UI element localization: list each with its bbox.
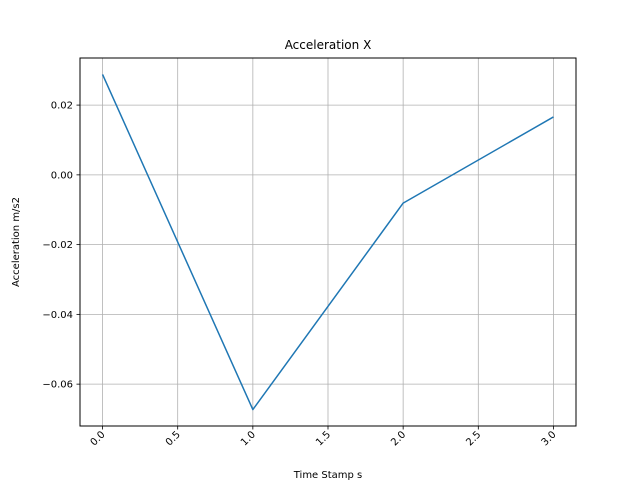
y-tick-label: −0.04 xyxy=(42,310,73,321)
x-tick-label: 0.5 xyxy=(164,429,183,448)
y-axis-label: Acceleration m/s2 xyxy=(11,197,22,287)
x-tick-label: 1.5 xyxy=(314,429,333,448)
x-axis-label: Time Stamp s xyxy=(293,470,363,480)
y-tick-label: 0.00 xyxy=(51,170,73,181)
y-tick-label: −0.02 xyxy=(42,240,73,251)
x-tick-label: 3.0 xyxy=(540,429,559,448)
series-line xyxy=(101,74,554,411)
y-tick-label: −0.06 xyxy=(42,380,73,391)
grid xyxy=(80,58,576,426)
x-tick-label: 0.0 xyxy=(89,429,108,448)
x-tick-label: 2.5 xyxy=(464,429,483,448)
y-tick-label: 0.02 xyxy=(51,101,73,112)
x-tick-label: 2.0 xyxy=(389,429,408,448)
y-axis: 0.02 0.00 −0.02 −0.04 −0.06 xyxy=(42,101,80,391)
plot-area xyxy=(101,74,554,411)
x-axis: 0.0 0.5 1.0 1.5 2.0 2.5 3.0 xyxy=(89,426,559,448)
chart-title: Acceleration X xyxy=(285,38,372,52)
x-tick-label: 1.0 xyxy=(239,429,258,448)
